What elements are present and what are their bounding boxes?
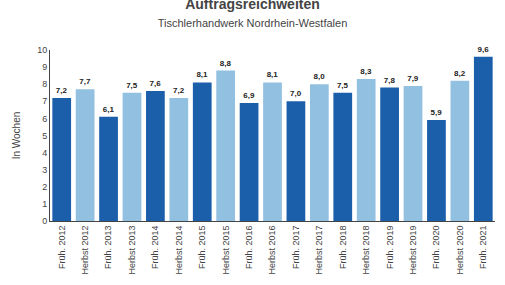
svg-text:3: 3	[42, 165, 47, 175]
svg-text:Herbst 2012: Herbst 2012	[80, 226, 90, 275]
svg-text:4: 4	[42, 148, 47, 158]
svg-text:Herbst 2014: Herbst 2014	[174, 226, 184, 275]
svg-text:Herbst 2018: Herbst 2018	[361, 226, 371, 275]
svg-text:7,2: 7,2	[56, 86, 68, 95]
svg-text:Herbst 2013: Herbst 2013	[127, 226, 137, 275]
svg-text:8,8: 8,8	[220, 59, 232, 68]
svg-text:6,1: 6,1	[103, 105, 115, 114]
svg-text:8,2: 8,2	[454, 69, 466, 78]
svg-text:7,6: 7,6	[150, 79, 162, 88]
svg-text:Herbst 2017: Herbst 2017	[314, 226, 324, 275]
svg-text:Früh. 2013: Früh. 2013	[103, 226, 113, 270]
svg-text:Früh. 2019: Früh. 2019	[385, 226, 395, 270]
svg-text:Früh. 2016: Früh. 2016	[244, 226, 254, 270]
svg-text:7,8: 7,8	[384, 76, 396, 85]
svg-text:7,2: 7,2	[173, 86, 185, 95]
svg-text:7,9: 7,9	[407, 74, 419, 83]
svg-text:7,7: 7,7	[79, 77, 91, 86]
svg-text:Früh. 2012: Früh. 2012	[57, 226, 67, 270]
svg-text:Herbst 2020: Herbst 2020	[455, 226, 465, 275]
svg-text:9,6: 9,6	[477, 45, 489, 54]
svg-text:Herbst 2016: Herbst 2016	[267, 226, 277, 275]
svg-text:Herbst 2019: Herbst 2019	[408, 226, 418, 275]
svg-text:AuftragsreichweitenTischlerhan: AuftragsreichweitenTischlerhandwerk Nord…	[158, 0, 348, 29]
svg-text:6,9: 6,9	[243, 91, 255, 100]
svg-text:Früh. 2017: Früh. 2017	[291, 226, 301, 270]
svg-text:8: 8	[42, 79, 47, 89]
svg-text:Herbst 2015: Herbst 2015	[221, 226, 231, 275]
svg-text:7,5: 7,5	[337, 81, 349, 90]
svg-text:0: 0	[42, 216, 47, 226]
svg-text:In Wochen: In Wochen	[11, 112, 22, 160]
svg-text:Früh. 2014: Früh. 2014	[150, 226, 160, 270]
svg-text:8,1: 8,1	[267, 70, 279, 79]
svg-text:Früh. 2015: Früh. 2015	[197, 226, 207, 270]
svg-text:Früh. 2021: Früh. 2021	[478, 226, 488, 270]
svg-text:9: 9	[42, 62, 47, 72]
svg-text:8,3: 8,3	[360, 67, 372, 76]
svg-text:5,9: 5,9	[431, 108, 443, 117]
svg-text:5: 5	[42, 131, 47, 141]
svg-text:7,0: 7,0	[290, 89, 302, 98]
svg-text:7,5: 7,5	[126, 81, 138, 90]
svg-text:Früh. 2018: Früh. 2018	[338, 226, 348, 270]
svg-text:7: 7	[42, 96, 47, 106]
svg-text:8,1: 8,1	[196, 70, 208, 79]
svg-text:8,0: 8,0	[314, 72, 326, 81]
svg-text:Früh. 2020: Früh. 2020	[431, 226, 441, 270]
svg-text:10: 10	[37, 45, 47, 55]
svg-text:2: 2	[42, 182, 47, 192]
svg-text:6: 6	[42, 114, 47, 124]
svg-text:1: 1	[42, 199, 47, 209]
